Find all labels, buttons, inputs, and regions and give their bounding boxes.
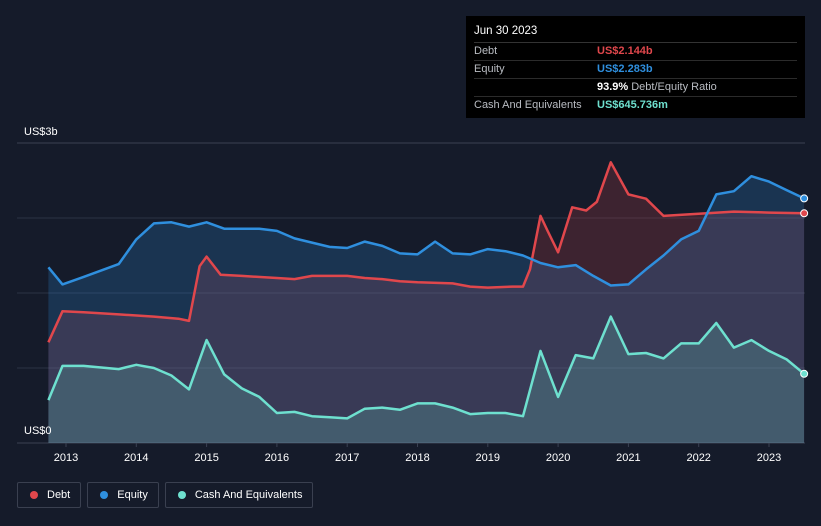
tooltip-row-debt: Debt US$2.144b: [474, 43, 797, 61]
tooltip-row-ratio: 93.9% Debt/Equity Ratio: [474, 79, 797, 97]
legend-item-cash[interactable]: Cash And Equivalents: [164, 482, 314, 508]
tooltip-ratio-value: 93.9%: [597, 81, 629, 93]
debt-area: [48, 162, 805, 444]
tooltip-equity-value: US$2.283b: [597, 63, 653, 75]
x-tick-label-2019: 2019: [476, 452, 500, 464]
tooltip-debt-label: Debt: [474, 45, 498, 57]
y-axis-top-label: US$3b: [24, 126, 58, 138]
legend-item-equity[interactable]: Equity: [87, 482, 159, 508]
x-tick-label-2013: 2013: [54, 452, 78, 464]
equity-line: [47, 174, 805, 287]
equity-end-point: [800, 194, 809, 203]
x-tick-label-2014: 2014: [124, 452, 148, 464]
equity-area: [48, 176, 805, 443]
cash-end-point: [800, 369, 809, 378]
legend-cash-label: Cash And Equivalents: [194, 489, 303, 501]
tooltip-row-equity: Equity US$2.283b: [474, 61, 797, 79]
tooltip-debt-value: US$2.144b: [597, 45, 653, 57]
y-axis-bottom-label: US$0: [24, 425, 52, 437]
x-tick-label-2015: 2015: [194, 452, 218, 464]
tooltip-cash-label: Cash And Equivalents: [474, 99, 582, 111]
cash-dot-icon: [177, 491, 186, 499]
x-tick-label-2023: 2023: [757, 452, 781, 464]
tooltip-ratio-label: Debt/Equity Ratio: [631, 81, 717, 93]
tooltip-date: Jun 30 2023: [474, 22, 797, 43]
x-tick-label-2018: 2018: [405, 452, 429, 464]
x-tick-label-2016: 2016: [265, 452, 289, 464]
cash-line: [47, 315, 805, 420]
legend-equity-label: Equity: [117, 489, 148, 501]
data-tooltip: Jun 30 2023 Debt US$2.144b Equity US$2.2…: [466, 16, 805, 118]
x-tick-label-2020: 2020: [546, 452, 570, 464]
debt-line: [47, 161, 805, 343]
tooltip-row-cash: Cash And Equivalents US$645.736m: [474, 97, 797, 114]
cash-area: [48, 316, 805, 443]
chart-legend: Debt Equity Cash And Equivalents: [17, 482, 314, 508]
legend-debt-label: Debt: [47, 489, 71, 501]
tooltip-equity-label: Equity: [474, 63, 505, 75]
tooltip-cash-value: US$645.736m: [597, 99, 668, 111]
debt-end-point: [800, 209, 809, 218]
legend-item-debt[interactable]: Debt: [17, 482, 82, 508]
x-tick-label-2021: 2021: [616, 452, 640, 464]
x-tick-label-2017: 2017: [335, 452, 359, 464]
equity-dot-icon: [100, 491, 109, 499]
debt-dot-icon: [30, 491, 38, 499]
x-tick-label-2022: 2022: [686, 452, 710, 464]
